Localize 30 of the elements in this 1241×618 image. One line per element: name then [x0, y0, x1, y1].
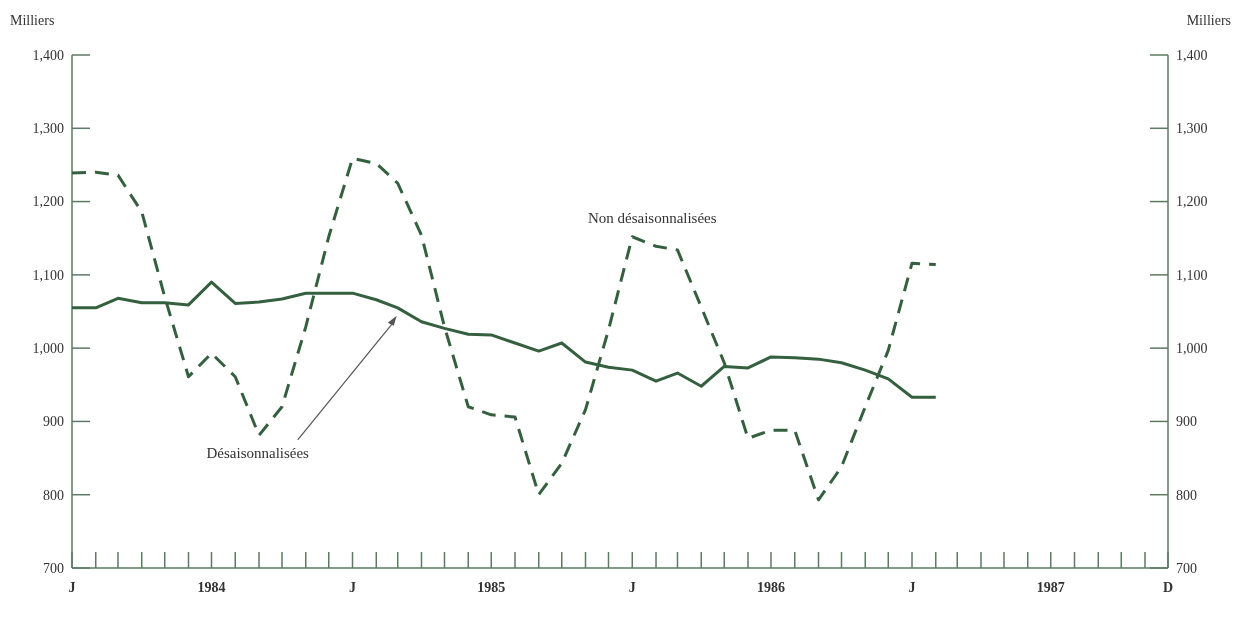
y-tick-label: 800	[43, 487, 64, 503]
text: Désaisonnalisées	[206, 444, 310, 461]
y-axis-title: Milliers	[10, 13, 55, 28]
x-tick-label: 1986	[756, 580, 785, 595]
y-tick-label: 1,200	[32, 194, 64, 210]
x-tick-label: J	[628, 580, 636, 595]
y2-tick-label: 900	[1176, 414, 1197, 430]
y2-tick-label: 1,400	[1176, 47, 1208, 63]
y2-axis-title: Milliers	[1186, 13, 1231, 28]
y2-tick-label: 700	[1176, 560, 1197, 576]
y2-tick-label: 800	[1176, 487, 1197, 503]
x-tick-label: 1985	[477, 580, 506, 595]
y2-tick-label: 1,000	[1176, 341, 1208, 357]
y-tick-label: 1,000	[32, 341, 64, 357]
series-label: Non désaisonnalisées	[587, 209, 717, 226]
y2-tick-label: 1,100	[1176, 267, 1208, 283]
line-series	[70, 156, 938, 502]
y-tick-label: 1,300	[32, 121, 64, 137]
y-tick-label: 1,100	[32, 267, 64, 283]
y-tick-label: 700	[43, 560, 64, 576]
y2-tick-label: 1,200	[1176, 194, 1208, 210]
x-tick-label: 1984	[197, 580, 226, 595]
y2-tick-label: 1,300	[1176, 121, 1208, 137]
y-tick-label: 900	[43, 414, 64, 430]
x-tick-label: 1987	[1036, 580, 1065, 595]
y-tick-label: 1,400	[32, 47, 64, 63]
x-tick-label: J	[908, 580, 916, 595]
x-tick-label: D	[1162, 580, 1174, 595]
x-tick-label: J	[349, 580, 357, 595]
x-tick-label: J	[68, 580, 76, 595]
